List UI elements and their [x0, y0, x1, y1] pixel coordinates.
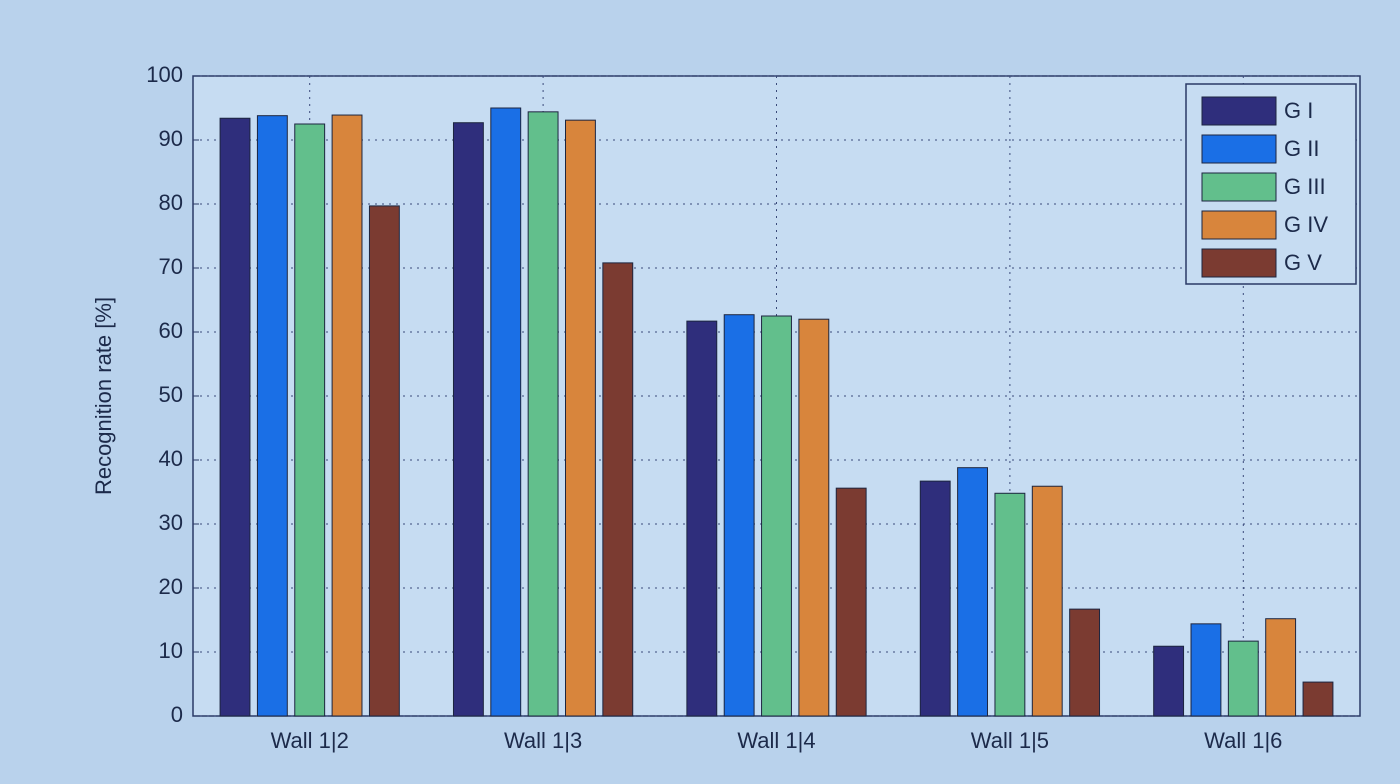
legend-swatch — [1201, 248, 1277, 278]
x-tick-label: Wall 1|2 — [271, 728, 349, 753]
legend-label: G III — [1284, 174, 1326, 199]
bar — [1190, 623, 1222, 717]
y-tick-label: 70 — [159, 254, 183, 279]
bar — [256, 115, 288, 717]
bar — [919, 480, 951, 717]
y-tick-label: 80 — [159, 190, 183, 215]
bar — [219, 117, 251, 717]
bar — [294, 123, 326, 717]
y-axis-label: Recognition rate [%] — [91, 297, 116, 495]
legend-swatch — [1201, 134, 1277, 164]
bar — [686, 320, 718, 717]
legend-swatch — [1201, 172, 1277, 202]
legend-swatch — [1201, 210, 1277, 240]
bar — [452, 122, 484, 717]
x-tick-label: Wall 1|5 — [971, 728, 1049, 753]
bar — [1227, 640, 1259, 717]
legend-label: G I — [1284, 98, 1313, 123]
bar — [798, 318, 830, 717]
legend-label: G V — [1284, 250, 1322, 275]
bar — [723, 314, 755, 717]
bar — [1069, 608, 1101, 717]
legend-label: G IV — [1284, 212, 1328, 237]
bar — [602, 262, 634, 717]
bar — [368, 205, 400, 717]
bar — [527, 111, 559, 717]
bar — [1031, 485, 1063, 717]
bar — [835, 487, 867, 717]
bar — [957, 467, 988, 717]
y-tick-label: 0 — [171, 702, 183, 727]
y-tick-label: 90 — [159, 126, 183, 151]
y-tick-label: 50 — [159, 382, 183, 407]
x-tick-label: Wall 1|4 — [737, 728, 815, 753]
bar — [1302, 681, 1334, 717]
legend-label: G II — [1284, 136, 1319, 161]
bar — [994, 492, 1026, 717]
y-tick-label: 20 — [159, 574, 183, 599]
y-tick-label: 100 — [146, 62, 183, 87]
bar — [565, 119, 596, 717]
bar — [1153, 645, 1185, 717]
bar — [490, 107, 522, 717]
y-tick-label: 40 — [159, 446, 183, 471]
x-tick-label: Wall 1|3 — [504, 728, 582, 753]
y-tick-label: 30 — [159, 510, 183, 535]
legend-swatch — [1201, 96, 1277, 126]
x-tick-label: Wall 1|6 — [1204, 728, 1282, 753]
bar — [331, 114, 363, 717]
y-tick-label: 60 — [159, 318, 183, 343]
bar — [761, 315, 792, 717]
y-tick-label: 10 — [159, 638, 183, 663]
bar — [1265, 618, 1297, 717]
